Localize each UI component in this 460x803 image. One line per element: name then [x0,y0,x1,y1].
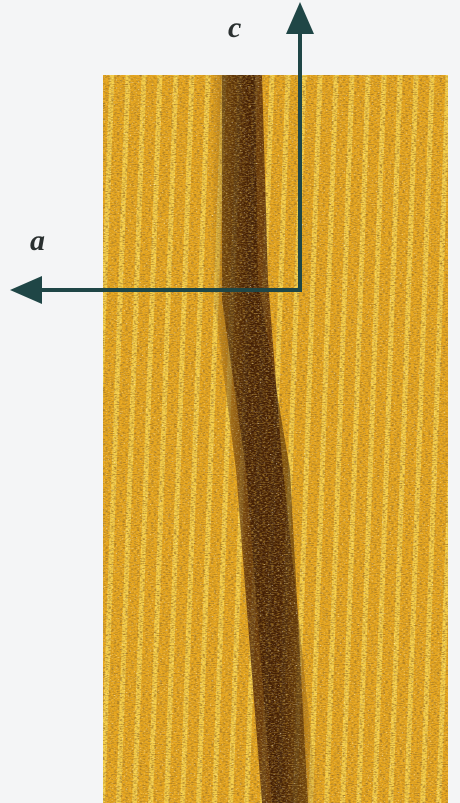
micrograph [103,75,448,803]
axis-label-a: a [30,224,45,257]
figure: c a [0,0,460,803]
arrowhead-a [10,276,42,304]
arrowhead-c [286,2,314,34]
axis-label-c: c [228,11,241,44]
